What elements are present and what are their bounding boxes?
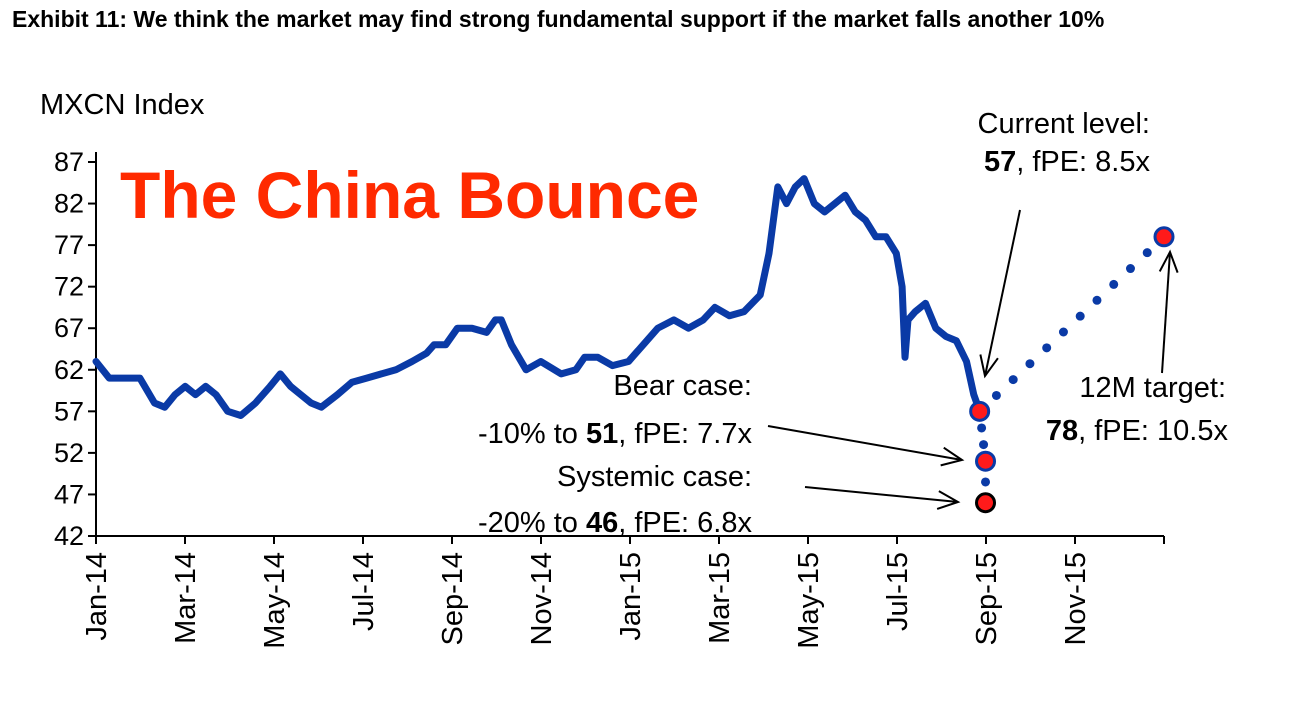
annotation-current: Current level: 57, fPE: 8.5x [978, 108, 1151, 178]
projection-dot-target [1025, 359, 1035, 369]
x-tick-label: Nov-15 [1060, 552, 1092, 646]
annotation-bear-value: 51 [586, 418, 618, 450]
x-tick-label: May-15 [793, 552, 825, 649]
projection-dot-target [1008, 375, 1018, 385]
projection-dot-target [1142, 248, 1152, 258]
annotation-target-line1: 12M target: [1079, 372, 1226, 404]
arrow-target [1158, 249, 1179, 374]
marker-12m-target [1153, 226, 1175, 248]
projection-dot-target [1092, 295, 1102, 305]
arrow-target-head [1158, 249, 1179, 273]
annotation-target-value: 78 [1046, 415, 1078, 447]
y-tick-label: 57 [54, 396, 84, 426]
annotation-bear-rest: , fPE: 7.7x [618, 418, 752, 450]
annotation-arrows [767, 209, 1179, 510]
exhibit-title: Exhibit 11: We think the market may find… [12, 6, 1105, 32]
annotation-systemic-line2: -20% to 46, fPE: 6.8x [478, 507, 753, 539]
annotation-target-rest: , fPE: 10.5x [1078, 415, 1228, 447]
x-tick-label: Jan-15 [615, 552, 647, 641]
arrow-current-shaft [984, 209, 1021, 377]
annotation-target-line2: 78, fPE: 10.5x [1046, 415, 1229, 447]
projection-dot-target [1042, 343, 1052, 353]
arrow-systemic-head [936, 490, 961, 510]
series-line-mxcn [92, 175, 984, 419]
x-tick-label: Jul-14 [348, 552, 380, 631]
x-tick-label: Mar-15 [704, 552, 736, 644]
annotation-bear: Bear case: -10% to 51, fPE: 7.7x [478, 370, 753, 450]
annotation-current-rest: , fPE: 8.5x [1016, 146, 1150, 178]
x-tick-label: Jul-15 [882, 552, 914, 631]
y-tick-label: 42 [54, 521, 84, 551]
y-tick-label: 52 [54, 438, 84, 468]
y-tick-label: 72 [54, 272, 84, 302]
projection-dot-bear [977, 423, 987, 433]
y-tick-label: 47 [54, 479, 84, 509]
y-tick-label: 77 [54, 230, 84, 260]
annotation-systemic-rest: , fPE: 6.8x [618, 507, 752, 539]
x-tick-label: Nov-14 [526, 552, 558, 646]
annotation-current-value: 57 [984, 146, 1016, 178]
y-tick-label: 87 [54, 147, 84, 177]
marker-systemic-case [975, 492, 997, 514]
arrow-systemic [804, 486, 961, 510]
y-tick-label: 62 [54, 355, 84, 385]
annotation-bear-line2: -10% to 51, fPE: 7.7x [478, 418, 753, 450]
y-tick-label: 67 [54, 313, 84, 343]
annotation-systemic: Systemic case: -20% to 46, fPE: 6.8x [478, 461, 753, 539]
x-tick-label: Sep-15 [971, 552, 1003, 646]
annotation-current-line2: 57, fPE: 8.5x [984, 146, 1151, 178]
arrow-bear [767, 425, 965, 467]
arrow-bear-head [940, 446, 965, 467]
x-tick-label: Sep-14 [437, 552, 469, 646]
chart-series [92, 175, 1152, 487]
annotation-bear-line1: Bear case: [613, 370, 752, 402]
x-tick-label: Jan-14 [81, 552, 113, 641]
annotation-bear-prefix: -10% to [478, 418, 586, 450]
arrow-target-shaft [1161, 251, 1171, 374]
projection-dot-target [1075, 311, 1085, 321]
projection-dot-bear [979, 440, 989, 450]
annotation-target: 12M target: 78, fPE: 10.5x [1046, 372, 1229, 447]
annotation-systemic-value: 46 [586, 507, 618, 539]
arrow-systemic-shaft [804, 486, 959, 503]
projection-dot-systemic [981, 477, 991, 487]
projection-dot-target [1109, 279, 1119, 289]
marker-current-level [969, 400, 991, 422]
chart-markers [969, 226, 1175, 514]
projection-dot-target [991, 390, 1001, 400]
arrow-current-head [979, 354, 999, 379]
projection-dot-target [1058, 327, 1068, 337]
marker-bear-case [975, 450, 997, 472]
projection-dot-target [1125, 264, 1135, 274]
y-tick-label: 82 [54, 189, 84, 219]
annotation-systemic-prefix: -20% to [478, 507, 586, 539]
annotation-current-line1: Current level: [978, 108, 1150, 140]
overlay-title: The China Bounce [120, 158, 699, 232]
annotation-systemic-line1: Systemic case: [557, 461, 752, 493]
x-tick-label: Mar-14 [170, 552, 202, 644]
y-axis-title: MXCN Index [40, 89, 205, 121]
arrow-current [979, 209, 1021, 379]
arrow-bear-shaft [767, 425, 963, 461]
x-tick-label: May-14 [259, 552, 291, 649]
